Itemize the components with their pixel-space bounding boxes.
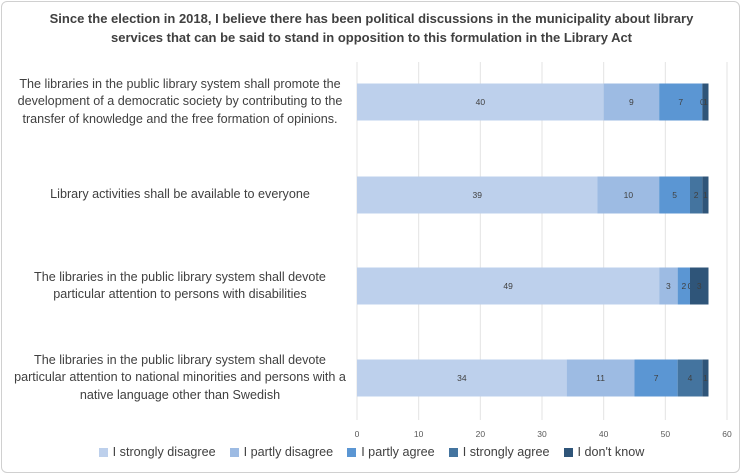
x-tick-label-1: 10 (414, 429, 424, 439)
x-tick-label-2: 20 (476, 429, 486, 439)
data-label-2-2: 2 (681, 281, 686, 291)
data-label-0-0: 40 (476, 97, 486, 107)
chart-title: Since the election in 2018, I believe th… (49, 11, 694, 45)
data-label-0-2: 7 (678, 97, 683, 107)
data-label-3-1: 11 (596, 373, 605, 383)
category-label-0: The libraries in the public library syst… (17, 76, 343, 126)
legend-label-0: I strongly disagree (112, 445, 216, 459)
bar-3-3 (677, 359, 703, 397)
bar-2-4 (690, 267, 709, 305)
category-label-3: The libraries in the public library syst… (14, 352, 346, 402)
bar-0-1 (603, 83, 660, 121)
data-label-1-3: 2 (694, 190, 699, 200)
data-label-3-0: 34 (457, 373, 467, 383)
legend-label-3: I strongly agree (462, 445, 550, 459)
legend-item-1: I partly disagree (229, 445, 334, 459)
data-label-1-2: 5 (672, 190, 677, 200)
category-label-1: Library activities shall be available to… (50, 187, 310, 202)
legend: I strongly disagree I partly disagree I pa… (0, 442, 743, 462)
data-label-0-1: 9 (629, 97, 634, 107)
data-label-3-3: 4 (688, 373, 693, 383)
x-tick-label-4: 40 (599, 429, 609, 439)
legend-item-3: I strongly agree (448, 445, 550, 459)
bar-0-0 (357, 83, 604, 121)
legend-swatch-2 (347, 447, 357, 457)
legend-swatch-1 (229, 447, 239, 457)
bar-2-2 (677, 267, 690, 305)
data-label-2-4: 3 (697, 281, 702, 291)
bar-3-0 (357, 359, 567, 397)
legend-label-2: I partly agree (361, 445, 435, 459)
legend-item-4: I don't know (563, 445, 645, 459)
legend-item-0: I strongly disagree (98, 445, 216, 459)
bar-1-2 (659, 176, 690, 214)
bar-1-1 (597, 176, 660, 214)
bar-0-4 (702, 83, 709, 121)
bar-3-1 (566, 359, 635, 397)
legend-item-2: I partly agree (347, 445, 435, 459)
bar-1-3 (690, 176, 703, 214)
x-tick-label-5: 50 (661, 429, 671, 439)
bar-1-4 (702, 176, 709, 214)
legend-label-4: I don't know (577, 445, 645, 459)
data-label-2-0: 49 (503, 281, 513, 291)
data-label-2-1: 3 (666, 281, 671, 291)
bar-3-4 (702, 359, 709, 397)
data-label-0-4: 1 (703, 97, 708, 107)
x-tick-label-3: 30 (537, 429, 547, 439)
legend-swatch-4 (563, 447, 573, 457)
x-tick-label-0: 0 (355, 429, 360, 439)
x-tick-label-6: 60 (722, 429, 732, 439)
bar-0-2 (659, 83, 703, 121)
legend-label-1: I partly disagree (243, 445, 334, 459)
data-label-1-4: 1 (703, 190, 708, 200)
bar-3-2 (634, 359, 678, 397)
data-label-3-2: 7 (654, 373, 659, 383)
legend-swatch-0 (98, 447, 108, 457)
bar-2-1 (659, 267, 678, 305)
data-label-3-4: 1 (703, 373, 708, 383)
legend-swatch-3 (448, 447, 458, 457)
bar-2-0 (357, 267, 660, 305)
bar-1-0 (357, 176, 598, 214)
data-label-1-0: 39 (473, 190, 483, 200)
category-label-2: The libraries in the public library syst… (34, 269, 326, 302)
data-label-1-1: 10 (624, 190, 634, 200)
